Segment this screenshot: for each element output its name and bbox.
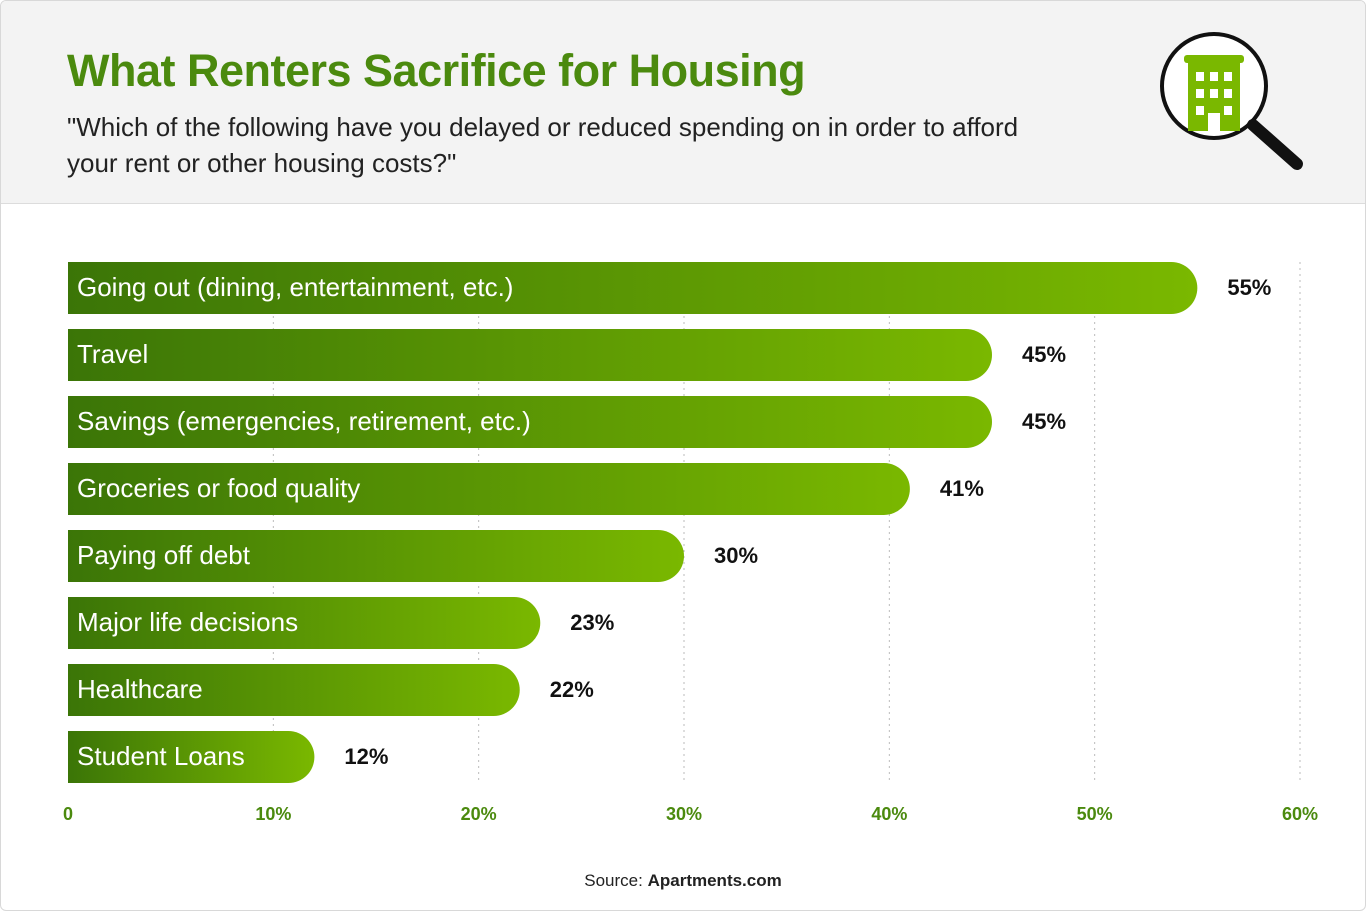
x-tick-label: 0: [63, 804, 73, 824]
value-label: 45%: [1022, 409, 1066, 434]
x-tick-label: 30%: [666, 804, 702, 824]
header: What Renters Sacrifice for Housing "Whic…: [1, 1, 1365, 204]
bar: [68, 396, 992, 448]
x-tick-label: 50%: [1077, 804, 1113, 824]
x-tick-label: 60%: [1282, 804, 1318, 824]
bar: [68, 664, 520, 716]
category-label: Student Loans: [77, 741, 245, 771]
chart-title: What Renters Sacrifice for Housing: [67, 45, 806, 96]
chart-subtitle: "Which of the following have you delayed…: [67, 112, 1019, 178]
category-label: Going out (dining, entertainment, etc.): [77, 272, 513, 302]
value-label: 45%: [1022, 342, 1066, 367]
bar: [68, 530, 684, 582]
bar: [68, 262, 1198, 314]
category-label: Paying off debt: [77, 540, 251, 570]
value-label: 23%: [570, 610, 614, 635]
category-label: Major life decisions: [77, 607, 298, 637]
bar: [68, 597, 541, 649]
source-name: Apartments.com: [647, 871, 782, 890]
category-label: Savings (emergencies, retirement, etc.): [77, 406, 531, 436]
source: Source: Apartments.com: [1, 871, 1365, 891]
value-label: 22%: [550, 677, 594, 702]
bar: [68, 329, 992, 381]
building-roof: [1184, 55, 1244, 63]
category-label: Travel: [77, 339, 148, 369]
x-tick-label: 10%: [255, 804, 291, 824]
x-tick-label: 20%: [461, 804, 497, 824]
bar: [68, 463, 910, 515]
category-label: Groceries or food quality: [77, 473, 360, 503]
building-windows: [1196, 72, 1232, 131]
icon: [1160, 32, 1303, 170]
value-label: 55%: [1227, 275, 1271, 300]
value-label: 12%: [344, 744, 388, 769]
magnifier-handle: [1247, 119, 1303, 170]
x-tick-label: 40%: [871, 804, 907, 824]
bar: [68, 731, 315, 783]
value-label: 30%: [714, 543, 758, 568]
value-label: 41%: [940, 476, 984, 501]
source-prefix: Source:: [584, 871, 643, 890]
category-label: Healthcare: [77, 674, 203, 704]
